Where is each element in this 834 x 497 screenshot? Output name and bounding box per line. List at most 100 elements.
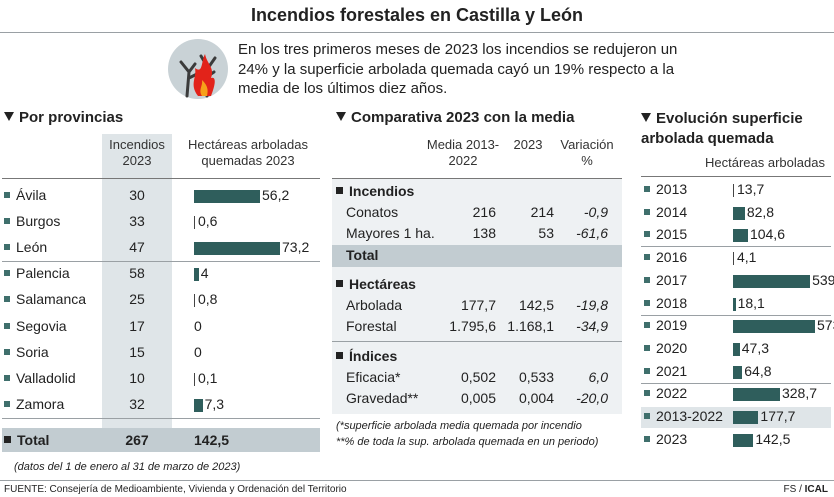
- provincias-total-hectareas: 142,5: [194, 432, 230, 448]
- province-hectareas-label: 0,8: [198, 291, 218, 308]
- province-name: Segovia: [4, 318, 67, 334]
- province-incendios: 47: [129, 239, 145, 256]
- evolucion-value-label: 539: [812, 271, 834, 288]
- evolucion-value-label: 82,8: [746, 203, 775, 220]
- province-label: Soria: [16, 343, 49, 360]
- evolucion-bar: [733, 342, 740, 356]
- province-name: Burgos: [4, 213, 60, 229]
- year-label: 2013: [656, 181, 688, 197]
- incendios-row-media: 216: [472, 204, 496, 220]
- indices-row-name: Gravedad**: [346, 390, 419, 406]
- year-label: 2017: [656, 271, 688, 288]
- square-bullet-icon: [336, 352, 343, 359]
- hectareas-divider: [332, 341, 622, 342]
- evolucion-bar: [733, 320, 815, 334]
- comparativa-header-divider: [332, 178, 622, 179]
- square-bullet-icon: [644, 435, 650, 442]
- comparativa-note-1: (*superficie arbolada media quemada por …: [336, 420, 582, 432]
- evolucion-year: 2020: [644, 340, 687, 356]
- indices-row-name: Eficacia*: [346, 369, 401, 385]
- comparativa-col-variacion: Variación %: [560, 137, 614, 168]
- incendios-row-variacion: -0,9: [583, 204, 608, 220]
- provincias-title-label: Por provincias: [19, 109, 124, 126]
- square-bullet-icon: [644, 299, 650, 306]
- year-label: 2018: [656, 294, 688, 311]
- total-label: Total: [17, 432, 50, 448]
- evolucion-value-label: 328,7: [781, 385, 818, 402]
- title-divider: [0, 32, 834, 33]
- province-name: Soria: [4, 344, 49, 360]
- evolucion-year: 2013-2022: [644, 408, 723, 424]
- province-label: León: [16, 239, 48, 256]
- year-label: 2021: [656, 362, 688, 379]
- square-bullet-icon: [644, 186, 650, 192]
- incendios-row-media: 138: [472, 225, 496, 241]
- comparativa-section-title: Comparativa 2023 con la media: [336, 109, 574, 126]
- province-hectareas-label: 73,2: [282, 239, 310, 256]
- provincias-section-title: Por provincias: [4, 109, 123, 126]
- hectareas-row-name: Forestal: [346, 318, 397, 334]
- evolucion-year: 2017: [644, 272, 687, 288]
- square-bullet-icon: [4, 374, 10, 381]
- province-label: Ávila: [16, 187, 47, 203]
- evolucion-bar: [733, 252, 734, 266]
- hectareas-row-2023: 1.168,1: [507, 318, 554, 334]
- indices-row-2023: 0,533: [518, 369, 554, 385]
- evolucion-bar: [733, 206, 745, 220]
- province-hectareas-label: 56,2: [262, 187, 290, 203]
- square-bullet-icon: [4, 348, 10, 355]
- square-bullet-icon: [4, 218, 10, 225]
- hectareas-row-media: 177,7: [460, 297, 496, 313]
- indices-row-media: 0,502: [460, 369, 496, 385]
- province-label: Segovia: [16, 317, 67, 334]
- evolucion-year: 2021: [644, 363, 687, 379]
- province-divider: [2, 417, 320, 419]
- page-title: Incendios forestales en Castilla y León: [250, 5, 584, 25]
- square-bullet-icon: [644, 231, 650, 238]
- square-bullet-icon: [644, 344, 650, 351]
- province-hectareas-label: 0: [194, 343, 202, 360]
- provincias-note: (datos del 1 de enero al 31 de marzo de …: [14, 461, 241, 473]
- year-label: 2016: [656, 249, 688, 266]
- hectareas-group-title: Hectáreas: [336, 276, 416, 292]
- province-incendios: 10: [129, 369, 145, 386]
- evolucion-year: 2018: [644, 295, 687, 311]
- evolucion-value-label: 64,8: [744, 362, 772, 379]
- province-incendios: 15: [129, 343, 145, 360]
- provincias-total-label: Total: [4, 432, 49, 448]
- province-incendios: 33: [129, 213, 145, 230]
- provincias-header-divider: [2, 178, 320, 179]
- burning-tree-icon: [168, 39, 228, 99]
- evolucion-value-label: 573,5: [817, 317, 834, 334]
- province-hectareas-label: 7,3: [204, 395, 225, 412]
- province-bar: [194, 398, 203, 412]
- square-bullet-icon: [4, 296, 10, 303]
- year-label: 2013-2022: [656, 408, 723, 424]
- evolucion-value-label: 104,6: [749, 226, 785, 243]
- evolucion-bar: [733, 274, 811, 288]
- incendios-group-title: Incendios: [336, 183, 414, 199]
- square-bullet-icon: [644, 276, 650, 283]
- province-name: León: [4, 239, 47, 255]
- credit-fs: FS /: [783, 484, 805, 495]
- hectareas-row-variacion: -34,9: [576, 318, 608, 334]
- incendios-row-name: Mayores 1 ha.: [346, 225, 435, 241]
- evolucion-bar: [733, 184, 734, 197]
- indices-row-variacion: -20,0: [576, 390, 608, 406]
- province-hectareas-label: 0,1: [198, 369, 218, 386]
- comparativa-note-2: **% de toda la sup. arbolada quemada en …: [336, 436, 599, 448]
- province-name: Palencia: [4, 265, 70, 281]
- evolucion-header-divider: [641, 176, 831, 177]
- province-bar: [194, 268, 199, 282]
- square-bullet-icon: [4, 322, 10, 329]
- evolucion-section-title: Evolución superficie arbolada quemada: [641, 109, 803, 149]
- square-bullet-icon: [644, 390, 650, 397]
- province-label: Salamanca: [16, 291, 87, 308]
- province-incendios: 58: [129, 265, 145, 282]
- incendios-column-shade: [102, 134, 172, 452]
- indices-row-2023: 0,004: [518, 390, 554, 406]
- square-bullet-icon: [644, 322, 650, 329]
- hectareas-row-2023: 142,5: [518, 297, 554, 313]
- provincias-col-hectareas: Hectáreas arboladas quemadas 2023: [188, 137, 308, 168]
- evolucion-year: 2019: [644, 317, 687, 333]
